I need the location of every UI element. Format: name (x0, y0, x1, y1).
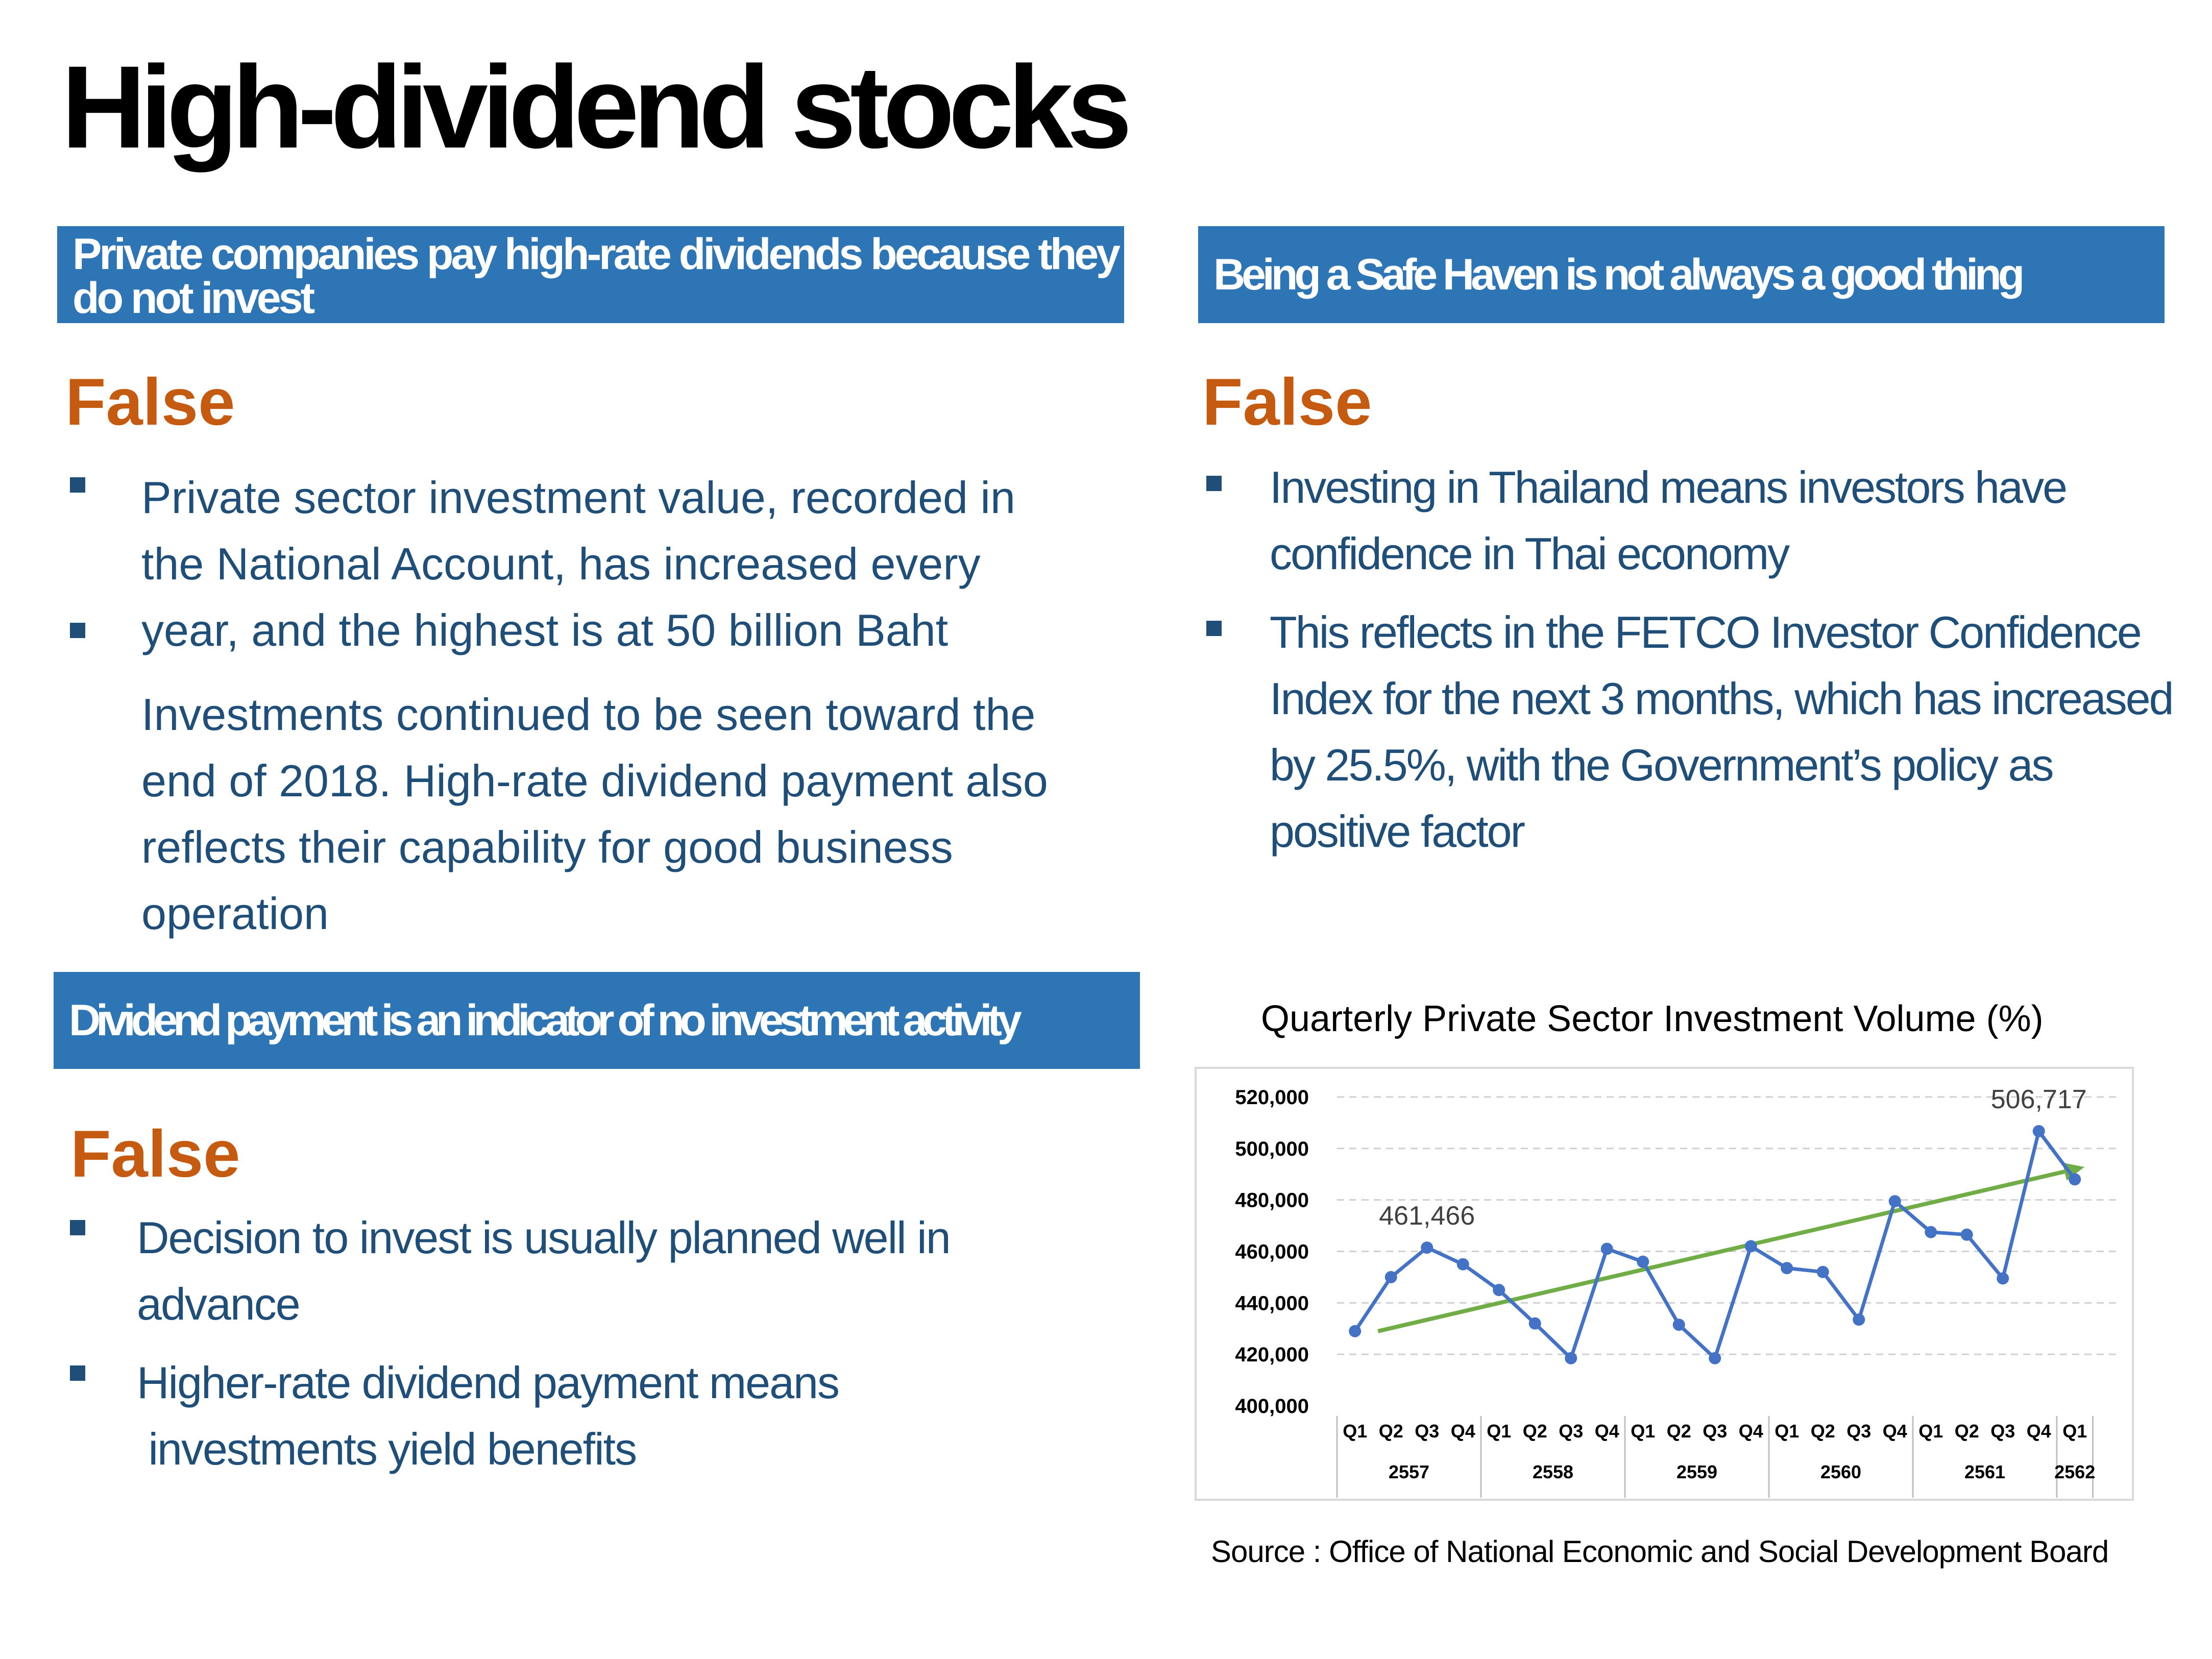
data-point (1384, 1271, 1397, 1283)
panel2-bullet2-line-4: positive factor (1270, 806, 1525, 857)
x-tick-label: Q1 (1343, 1421, 1367, 1442)
panel2-bullet2-line-1: This reflects in the FETCO Investor Conf… (1270, 607, 2142, 657)
x-tick-label: Q1 (1487, 1421, 1511, 1442)
panel1-line-2: the National Account, has increased ever… (141, 539, 981, 589)
trend-line (1377, 1169, 2065, 1333)
data-point (1600, 1242, 1613, 1255)
panel1-line-1: Private sector investment value, recorde… (141, 472, 1015, 523)
y-tick-label: 400,000 (1235, 1395, 1309, 1418)
panel1-line-4: Investments continued to be seen toward … (141, 689, 1036, 740)
line-chart: 400,000 420,000 440,000 460,000 480,000 500,0… (1235, 1085, 2118, 1498)
data-point (1960, 1228, 1973, 1241)
data-point (1493, 1284, 1505, 1297)
data-point (1421, 1241, 1433, 1254)
panel1-line-6: reflects their capability for good busin… (141, 822, 953, 872)
x-group-label: 2558 (1533, 1461, 1573, 1482)
panel2-bullet2-line-3: by 25.5%, with the Government’s policy a… (1270, 740, 2054, 790)
panel2-verdict: False (1202, 364, 1372, 439)
y-tick-label: 440,000 (1235, 1292, 1309, 1314)
x-tick-label: Q4 (1739, 1421, 1763, 1442)
x-tick-label: Q4 (1883, 1421, 1907, 1442)
panel3-bullet-marker-1 (70, 1220, 85, 1235)
chart-title: Quarterly Private Sector Investment Volu… (1261, 998, 2044, 1039)
panel3-bullet-marker-2 (70, 1365, 85, 1381)
x-tick-label: Q1 (1775, 1421, 1799, 1442)
x-group-label: 2560 (1820, 1461, 1861, 1482)
x-tick-label: Q2 (1379, 1421, 1403, 1442)
data-label: 461,466 (1379, 1201, 1475, 1231)
x-group-label: 2562 (2054, 1461, 2095, 1482)
panel2-header: Being a Safe Haven is not always a good … (1198, 226, 2165, 323)
panel2-bullet-marker-2 (1206, 621, 1222, 636)
data-point (2069, 1173, 2081, 1186)
panel2-bullet2-line-2: Index for the next 3 months, which has i… (1270, 673, 2174, 724)
y-tick-label: 460,000 (1235, 1241, 1309, 1263)
x-tick-label: Q2 (1955, 1421, 1979, 1442)
x-tick-label: Q2 (1523, 1421, 1547, 1442)
x-tick-label: Q3 (1559, 1421, 1583, 1442)
series-line (1353, 1129, 2077, 1360)
x-tick-label: Q2 (1667, 1421, 1691, 1442)
chart-source: Source : Office of National Economic and… (1211, 1534, 2109, 1569)
data-point (1816, 1265, 1829, 1278)
panel3-bullet2-line-1: Higher-rate dividend payment means (137, 1357, 840, 1408)
data-point (1672, 1319, 1685, 1331)
panel2-bullet-marker-1 (1206, 476, 1222, 491)
data-point (1565, 1352, 1577, 1364)
data-point (1744, 1240, 1757, 1253)
x-tick-label: Q1 (1631, 1421, 1655, 1442)
data-point (1709, 1352, 1721, 1364)
panel3-text: Decision to invest is usually planned we… (137, 1205, 1132, 1482)
data-point (1853, 1313, 1865, 1326)
data-point (1456, 1258, 1469, 1271)
x-tick-label: Q4 (1451, 1421, 1475, 1442)
panel3-bullet1-line-2: advance (137, 1279, 301, 1329)
panel3-bullet1-line-1: Decision to invest is usually planned we… (137, 1212, 951, 1263)
x-tick-label: Q1 (2062, 1421, 2087, 1442)
data-point (1528, 1317, 1541, 1330)
x-tick-label: Q2 (1811, 1421, 1835, 1442)
x-tick-label: Q1 (1918, 1421, 1943, 1442)
panel3-bullet2-line-2: investments yield benefits (137, 1424, 637, 1474)
panel1-bullet-marker-1 (70, 477, 85, 493)
x-group-label: 2557 (1389, 1461, 1429, 1482)
x-tick-label: Q3 (1990, 1421, 2015, 1442)
data-point (1997, 1272, 2009, 1285)
panel3-header: Dividend payment is an indicator of no i… (54, 972, 1140, 1069)
y-tick-label: 420,000 (1235, 1344, 1309, 1366)
panel2-bullet1-line-2: confidence in Thai economy (1270, 528, 1790, 579)
data-label: 506,717 (1991, 1085, 2087, 1114)
panel2-text: Investing in Thailand means investors ha… (1270, 454, 2204, 865)
data-point (1637, 1255, 1649, 1268)
chart-frame: 400,000 420,000 440,000 460,000 480,000 500,0… (1195, 1067, 2134, 1501)
x-group-label: 2559 (1676, 1461, 1717, 1482)
trend-arrowhead (2062, 1162, 2085, 1181)
panel1-line-7: operation (141, 888, 329, 939)
panel1-line-5: end of 2018. High-rate dividend payment … (141, 755, 1048, 806)
x-group-label: 2561 (1964, 1461, 2005, 1482)
x-tick-label: Q4 (1595, 1421, 1619, 1442)
data-point (1925, 1226, 1937, 1238)
panel1-bullet-marker-2 (70, 623, 85, 638)
panel1-verdict: False (65, 364, 235, 439)
panel1-header: Private companies pay high-rate dividend… (57, 226, 1124, 323)
panel3-verdict: False (70, 1116, 240, 1191)
y-tick-label: 500,000 (1235, 1138, 1309, 1160)
x-tick-label: Q3 (1703, 1421, 1727, 1442)
y-tick-label: 520,000 (1235, 1086, 1309, 1109)
panel1-text: Private sector investment value, recorde… (141, 465, 1137, 947)
x-tick-label: Q4 (2027, 1421, 2051, 1442)
data-point (2032, 1125, 2045, 1137)
data-point (1781, 1262, 1793, 1275)
x-tick-label: Q3 (1415, 1421, 1439, 1442)
data-point (1888, 1195, 1901, 1208)
page-title: High-dividend stocks (61, 41, 1132, 173)
x-tick-label: Q3 (1846, 1421, 1871, 1442)
panel1-line-3: year, and the highest is at 50 billion B… (141, 605, 949, 655)
panel2-bullet1-line-1: Investing in Thailand means investors ha… (1270, 462, 2068, 513)
y-tick-label: 480,000 (1235, 1189, 1309, 1212)
data-point (1349, 1325, 1362, 1337)
